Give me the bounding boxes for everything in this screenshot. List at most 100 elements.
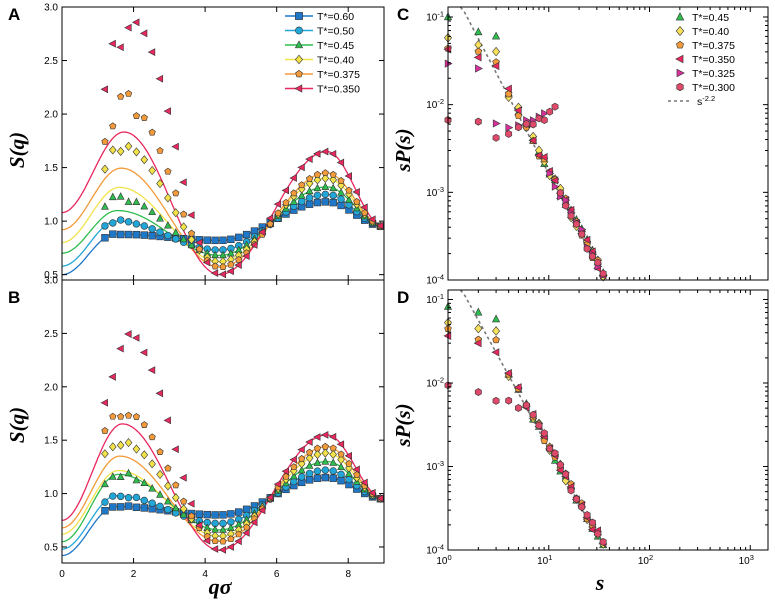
tick-base: 10 bbox=[537, 556, 549, 567]
point-B-4 bbox=[124, 411, 133, 419]
point-A-5 bbox=[202, 258, 211, 267]
tick-exponent: 3 bbox=[750, 553, 754, 562]
tick-base: 10 bbox=[426, 12, 438, 23]
point-D-4 bbox=[529, 410, 537, 419]
point-B-4 bbox=[109, 412, 117, 420]
point-A-2 bbox=[156, 214, 164, 222]
point-A-3 bbox=[124, 141, 133, 151]
point-D-4 bbox=[474, 388, 482, 396]
point-B-4 bbox=[345, 459, 353, 467]
point-B-5 bbox=[368, 488, 376, 497]
point-B-5 bbox=[257, 506, 266, 515]
point-B-4 bbox=[321, 442, 329, 450]
point-A-2 bbox=[164, 221, 172, 229]
legend-label: T*=0.45 bbox=[317, 40, 354, 52]
point-B-4 bbox=[337, 450, 345, 458]
point-A-4 bbox=[124, 89, 133, 97]
point-A-1 bbox=[321, 190, 330, 199]
point-B-1 bbox=[345, 475, 353, 484]
point-D-4 bbox=[589, 518, 596, 527]
point-A-5 bbox=[376, 221, 384, 230]
point-C-5 bbox=[583, 244, 591, 253]
point-B-5 bbox=[195, 521, 203, 530]
point-C-4 bbox=[475, 64, 483, 73]
point-B-4 bbox=[290, 463, 298, 471]
point-A-4 bbox=[172, 189, 180, 197]
point-A-5 bbox=[273, 200, 282, 208]
point-A-5 bbox=[368, 215, 376, 224]
point-B-4 bbox=[353, 471, 361, 478]
point-A-5 bbox=[352, 188, 360, 196]
point-A-5 bbox=[305, 155, 313, 164]
point-A-0 bbox=[148, 232, 156, 240]
ytick-label-D: 10-3 bbox=[426, 459, 444, 473]
point-A-4 bbox=[353, 198, 361, 205]
point-A-5 bbox=[139, 29, 148, 38]
point-A-0 bbox=[227, 235, 235, 244]
point-A-2 bbox=[297, 191, 306, 199]
point-C-5 bbox=[522, 119, 530, 128]
point-A-5 bbox=[226, 267, 234, 276]
point-A-3 bbox=[148, 166, 156, 176]
frame-D bbox=[447, 289, 769, 551]
ytick-label-D: 10-4 bbox=[426, 543, 444, 557]
point-B-5 bbox=[171, 445, 179, 454]
point-B-0 bbox=[242, 505, 251, 514]
point-D-1 bbox=[474, 323, 483, 334]
ytick-label-B: 0.5 bbox=[44, 542, 58, 553]
point-B-2 bbox=[148, 484, 157, 492]
point-B-2 bbox=[321, 457, 330, 465]
point-A-0 bbox=[101, 234, 109, 242]
point-D-4 bbox=[522, 401, 530, 410]
point-B-5 bbox=[147, 366, 156, 375]
point-A-0 bbox=[219, 236, 227, 244]
point-B-5 bbox=[360, 478, 368, 487]
point-B-0 bbox=[313, 474, 322, 482]
point-C-5 bbox=[492, 133, 500, 142]
point-A-5 bbox=[210, 269, 219, 278]
point-C-3 bbox=[504, 84, 512, 93]
ytick-label-A: 3.0 bbox=[44, 3, 58, 14]
legend-marker bbox=[295, 26, 303, 35]
point-B-2 bbox=[132, 475, 141, 484]
point-B-5 bbox=[320, 431, 329, 439]
point-B-4 bbox=[164, 464, 172, 472]
tick-base: 10 bbox=[739, 556, 751, 567]
point-C-3 bbox=[539, 153, 548, 162]
point-B-1 bbox=[101, 498, 109, 506]
point-A-0 bbox=[203, 236, 211, 244]
point-A-5 bbox=[360, 203, 368, 212]
point-A-5 bbox=[179, 178, 187, 187]
point-B-3 bbox=[305, 453, 314, 463]
point-B-5 bbox=[226, 543, 234, 551]
point-C-5 bbox=[589, 252, 596, 261]
point-A-5 bbox=[132, 18, 140, 27]
point-B-1 bbox=[124, 493, 133, 502]
legend-label: T*=0.45 bbox=[692, 12, 729, 24]
point-B-3 bbox=[132, 444, 141, 454]
point-B-3 bbox=[156, 469, 164, 479]
point-D-3 bbox=[443, 331, 452, 340]
point-A-2 bbox=[345, 195, 353, 203]
legend-marker bbox=[675, 25, 685, 37]
xtick-label-D: 103 bbox=[739, 553, 754, 567]
point-B-5 bbox=[187, 499, 195, 508]
point-B-3 bbox=[329, 449, 337, 459]
point-A-4 bbox=[187, 229, 196, 237]
point-A-1 bbox=[140, 222, 148, 230]
point-A-5 bbox=[281, 186, 289, 195]
point-A-1 bbox=[329, 191, 337, 200]
point-B-3 bbox=[116, 440, 125, 450]
ytick-label-C: 10-1 bbox=[426, 9, 444, 23]
point-C-3 bbox=[491, 61, 500, 71]
point-B-3 bbox=[164, 481, 172, 491]
point-A-3 bbox=[109, 145, 117, 155]
point-C-4 bbox=[546, 169, 555, 178]
point-A-5 bbox=[163, 107, 171, 116]
point-A-5 bbox=[250, 241, 258, 249]
point-A-4 bbox=[361, 209, 369, 216]
point-D-4 bbox=[546, 444, 554, 453]
point-A-1 bbox=[172, 235, 180, 243]
tick-exponent: -3 bbox=[437, 459, 444, 468]
point-B-0 bbox=[195, 510, 204, 518]
